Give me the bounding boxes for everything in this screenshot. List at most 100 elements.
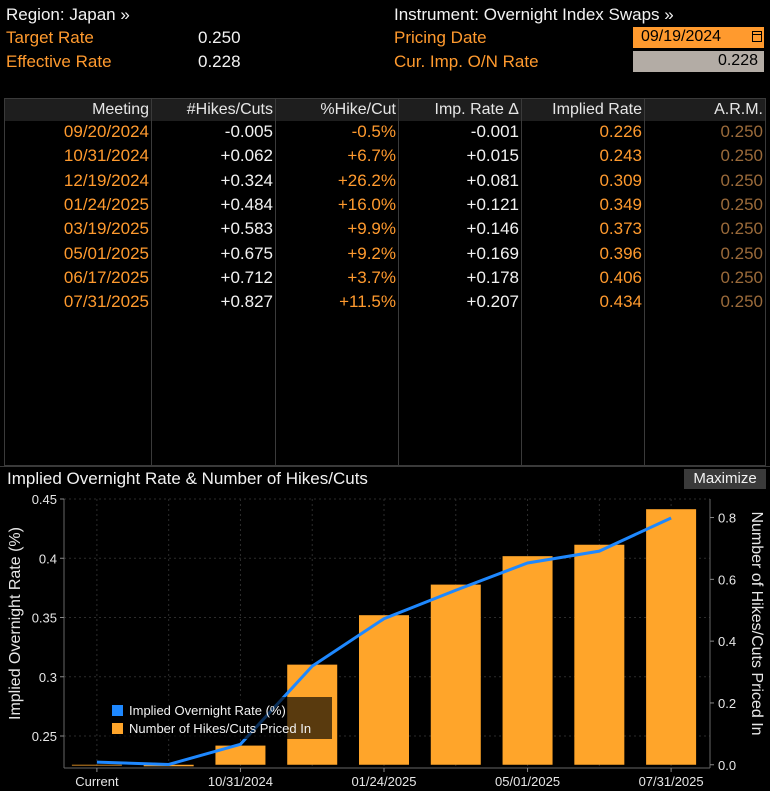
hikes-cuts-cell: +0.583: [220, 219, 273, 239]
y2-tick-label: 0.4: [718, 634, 736, 649]
header-arm[interactable]: A.R.M.: [714, 101, 763, 118]
pricing-date-value: 09/19/2024: [641, 28, 722, 45]
region-selector[interactable]: Region: Japan »: [6, 5, 130, 24]
arm-cell: 0.250: [720, 170, 763, 190]
implied-rate-cell: 0.373: [599, 219, 642, 239]
bar: [71, 764, 122, 766]
pct-hike-cut-cell: +16.0%: [337, 194, 396, 214]
cur-imp-rate-value: 0.228: [717, 52, 758, 69]
table-row[interactable]: 03/19/2025 +0.583 +9.9% +0.146 0.373 0.250: [5, 219, 765, 243]
header-pct-hike-cut[interactable]: %Hike/Cut: [320, 101, 396, 118]
legend-swatch-bar: [112, 723, 123, 734]
table-row[interactable]: 07/31/2025 +0.827 +11.5% +0.207 0.434 0.250: [5, 292, 765, 316]
chart-title: Implied Overnight Rate & Number of Hikes…: [7, 469, 368, 488]
hikes-cuts-cell: +0.712: [220, 267, 273, 287]
imp-rate-delta-cell: +0.146: [466, 219, 519, 239]
meeting-date-cell: 10/31/2024: [63, 146, 149, 166]
x-tick-label: Current: [75, 774, 119, 789]
header-meeting[interactable]: Meeting: [92, 101, 149, 118]
arm-cell: 0.250: [720, 267, 763, 287]
pct-hike-cut-cell: +6.7%: [347, 146, 396, 166]
bar: [502, 556, 553, 765]
arm-cell: 0.250: [720, 243, 763, 263]
cur-imp-rate-field: 0.228: [633, 51, 764, 72]
table-row[interactable]: 12/19/2024 +0.324 +26.2% +0.081 0.309 0.250: [5, 171, 765, 195]
meeting-date-cell: 09/20/2024: [63, 122, 149, 141]
implied-rate-cell: 0.309: [599, 170, 642, 190]
arm-cell: 0.250: [720, 122, 763, 141]
maximize-button[interactable]: Maximize: [684, 469, 766, 489]
meeting-date-cell: 05/01/2025: [63, 243, 149, 263]
y-axis-title: Implied Overnight Rate (%): [7, 527, 24, 720]
implied-rate-cell: 0.349: [599, 194, 642, 214]
y2-tick-label: 0.6: [718, 572, 736, 587]
pct-hike-cut-cell: +3.7%: [347, 267, 396, 287]
target-rate-label: Target Rate: [6, 28, 94, 47]
y2-tick-label: 0.8: [718, 511, 736, 526]
hikes-cuts-cell: +0.484: [220, 194, 273, 214]
table-header: Meeting #Hikes/Cuts %Hike/Cut Imp. Rate …: [5, 99, 765, 121]
implied-rate-cell: 0.226: [599, 122, 642, 141]
bar: [215, 745, 266, 765]
legend-label-bar: Number of Hikes/Cuts Priced In: [129, 721, 311, 736]
hikes-cuts-cell: +0.675: [220, 243, 273, 263]
arm-cell: 0.250: [720, 194, 763, 214]
imp-rate-delta-cell: +0.081: [466, 170, 519, 190]
calendar-icon[interactable]: [752, 31, 762, 42]
arm-cell: 0.250: [720, 219, 763, 239]
table-row[interactable]: 10/31/2024 +0.062 +6.7% +0.015 0.243 0.250: [5, 146, 765, 170]
implied-rate-cell: 0.406: [599, 267, 642, 287]
table-row[interactable]: 01/24/2025 +0.484 +16.0% +0.121 0.349 0.250: [5, 195, 765, 219]
y2-tick-label: 0.2: [718, 696, 736, 711]
hikes-cuts-cell: +0.324: [220, 170, 273, 190]
imp-rate-delta-cell: +0.121: [466, 194, 519, 214]
table-row[interactable]: 05/01/2025 +0.675 +9.2% +0.169 0.396 0.250: [5, 244, 765, 268]
y-tick-label: 0.35: [32, 611, 57, 626]
instrument-selector[interactable]: Instrument: Overnight Index Swaps »: [394, 5, 674, 24]
table-row[interactable]: 09/20/2024 -0.005 -0.5% -0.001 0.226 0.250: [5, 122, 765, 146]
implied-rate-cell: 0.243: [599, 146, 642, 166]
implied-rate-chart: 0.25 0.3 0.35 0.4 0.45 0.0 0.2 0.4 0.6 0.8 Current…: [7, 492, 765, 789]
y-tick-label: 0.25: [32, 729, 57, 744]
meeting-date-cell: 12/19/2024: [63, 170, 149, 190]
pct-hike-cut-cell: -0.5%: [351, 122, 396, 141]
implied-rate-line: [96, 516, 672, 766]
legend-swatch-line: [112, 705, 123, 716]
effective-rate-value: 0.228: [198, 52, 241, 71]
pricing-date-label: Pricing Date: [394, 28, 487, 47]
legend-box: [106, 697, 332, 739]
pct-hike-cut-cell: +9.2%: [347, 243, 396, 263]
x-tick-label: 05/01/2025: [495, 774, 560, 789]
legend-label-line: Implied Overnight Rate (%): [129, 703, 286, 718]
header-imp-rate-delta[interactable]: Imp. Rate Δ: [434, 101, 520, 118]
y-tick-label: 0.3: [39, 670, 57, 685]
pct-hike-cut-cell: +26.2%: [337, 170, 396, 190]
implied-rate-cell: 0.434: [599, 292, 642, 312]
bar: [574, 544, 625, 765]
bar: [359, 615, 409, 765]
pricing-date-input[interactable]: 09/19/2024: [633, 27, 764, 48]
hikes-cuts-cell: -0.005: [224, 122, 273, 141]
meeting-date-cell: 06/17/2025: [63, 267, 149, 287]
arm-cell: 0.250: [720, 292, 763, 312]
header-hikes-cuts[interactable]: #Hikes/Cuts: [186, 101, 273, 118]
imp-rate-delta-cell: +0.207: [466, 292, 519, 312]
y2-tick-label: 0.0: [718, 758, 736, 773]
hikes-cuts-cell: +0.062: [220, 146, 273, 166]
x-tick-label: 01/24/2025: [351, 774, 416, 789]
y2-axis-title: Number of Hikes/Cuts Priced In: [748, 511, 765, 735]
header-implied-rate[interactable]: Implied Rate: [552, 101, 642, 118]
target-rate-value: 0.250: [198, 28, 241, 47]
meeting-date-cell: 03/19/2025: [63, 219, 149, 239]
hikes-cuts-cell: +0.827: [220, 292, 273, 312]
arm-cell: 0.250: [720, 146, 763, 166]
y-tick-label: 0.4: [39, 551, 57, 566]
meeting-date-cell: 01/24/2025: [63, 194, 149, 214]
table-row[interactable]: 06/17/2025 +0.712 +3.7% +0.178 0.406 0.250: [5, 268, 765, 292]
bar: [646, 509, 697, 765]
pct-hike-cut-cell: +11.5%: [339, 292, 396, 312]
x-tick-label: 10/31/2024: [208, 774, 273, 789]
bar: [430, 584, 481, 765]
meeting-date-cell: 07/31/2025: [63, 292, 149, 312]
cur-imp-rate-label: Cur. Imp. O/N Rate: [394, 52, 539, 71]
